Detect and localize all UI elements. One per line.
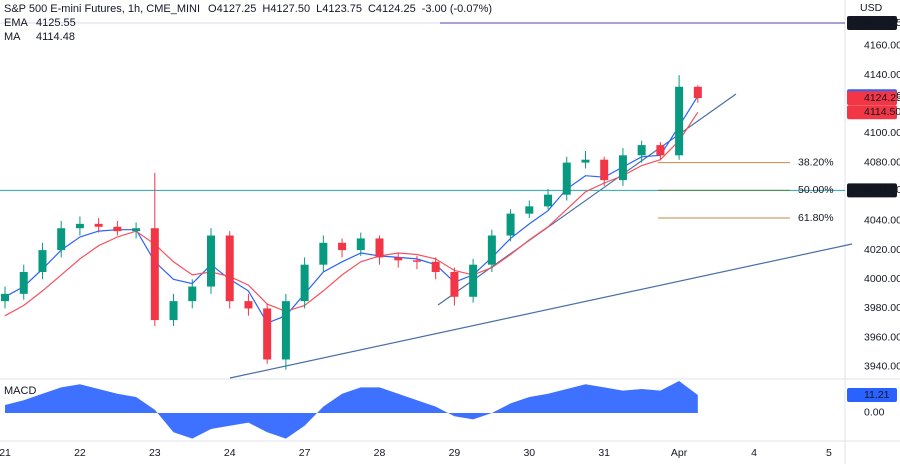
- axis-badge-label: 4175.75: [864, 17, 900, 29]
- candle-body: [394, 257, 403, 261]
- x-tick-label: 30: [523, 447, 535, 459]
- macd-area: [5, 381, 698, 439]
- candle-body: [113, 226, 122, 232]
- y-tick-label: 3960.00: [864, 331, 900, 343]
- y-tick-label: 4080.00: [864, 156, 900, 168]
- candle-body: [263, 308, 272, 360]
- ohlc-value: H4127.50: [262, 3, 310, 15]
- y-tick-label: 4160.00: [864, 40, 900, 52]
- axis-badge: [847, 183, 897, 198]
- y-tick-label: 4040.00: [864, 215, 900, 227]
- axis-badge: [847, 105, 897, 120]
- candle-body: [581, 159, 590, 163]
- candle-body: [431, 261, 440, 272]
- candle-body: [506, 213, 515, 236]
- candle-body: [150, 228, 159, 321]
- candle-body: [300, 264, 309, 302]
- candle-body: [637, 145, 646, 156]
- candle-body: [338, 242, 347, 251]
- candle-body: [562, 162, 571, 195]
- indicator-line: [4, 95, 699, 324]
- axis-unit: USD: [860, 2, 883, 14]
- fib-label: 50.00%: [798, 184, 834, 196]
- candle-body: [188, 286, 197, 302]
- candle-body: [487, 235, 496, 265]
- candle-body: [600, 159, 609, 181]
- y-tick-label: 4000.00: [864, 273, 900, 285]
- y-tick-label: 0.00: [864, 407, 885, 419]
- x-tick-label: 29: [449, 447, 461, 459]
- legend-value: 4114.48: [36, 31, 75, 43]
- axis-badge: [847, 91, 897, 106]
- candle-body: [693, 86, 702, 99]
- axis-badge-label: 4061.00: [864, 184, 900, 196]
- axis-badge-label: 4124.25: [864, 92, 900, 104]
- candle-body: [525, 206, 534, 214]
- fib-label: 38.20%: [798, 156, 834, 168]
- candle-body: [281, 301, 290, 360]
- candle-body: [450, 271, 459, 297]
- trend-line[interactable]: [229, 243, 853, 379]
- ohlc-value: C4124.25: [368, 3, 416, 15]
- candle-body: [19, 271, 28, 294]
- candle-body: [319, 242, 328, 265]
- candle-body: [412, 260, 421, 262]
- candle-body: [244, 301, 253, 309]
- candle-body: [132, 228, 141, 232]
- x-tick-label: 21: [0, 447, 11, 459]
- x-tick-label: Apr: [671, 447, 688, 459]
- x-tick-label: 31: [598, 447, 610, 459]
- axis-badge: [847, 388, 897, 403]
- candle-body: [225, 235, 234, 302]
- candle-body: [469, 264, 478, 297]
- pane-title: MACD: [4, 385, 36, 397]
- candle-body: [618, 155, 627, 181]
- candle-body: [169, 301, 178, 321]
- candle-body: [544, 194, 553, 207]
- y-tick-label: 3980.00: [864, 302, 900, 314]
- candle-body: [375, 238, 384, 258]
- candle-body: [656, 145, 665, 156]
- price-change: -3.00 (-0.07%): [422, 3, 492, 15]
- y-tick-label: 4100.00: [864, 127, 900, 139]
- candle-body: [206, 235, 215, 287]
- candle-body: [675, 86, 684, 156]
- ohlc-value: L4123.75: [316, 3, 362, 15]
- fib-label: 61.80%: [798, 212, 834, 224]
- x-tick-label: 4: [751, 447, 757, 459]
- x-tick-label: 5: [826, 447, 832, 459]
- candle-body: [57, 228, 66, 251]
- candle-body: [94, 223, 103, 227]
- axis-badge-label: 4114.50: [864, 106, 900, 118]
- x-tick-label: 27: [299, 447, 311, 459]
- chart-title: S&P 500 E-mini Futures, 1h, CME_MINI: [4, 3, 200, 15]
- y-tick-label: 4140.00: [864, 69, 900, 81]
- candle-body: [75, 223, 84, 229]
- y-tick-label: 3940.00: [864, 361, 900, 373]
- candle-body: [356, 238, 365, 251]
- trend-line[interactable]: [437, 93, 737, 306]
- legend-name: EMA: [4, 17, 29, 29]
- ohlc-value: O4127.25: [208, 3, 256, 15]
- indicator-line: [4, 111, 699, 317]
- axis-badge-label: 11.21: [864, 389, 890, 401]
- y-tick-label: 4020.00: [864, 244, 900, 256]
- legend-name: MA: [4, 31, 21, 43]
- x-tick-label: 24: [224, 447, 236, 459]
- candle-body: [38, 250, 47, 272]
- header-bg: [0, 0, 440, 44]
- x-tick-label: 28: [374, 447, 386, 459]
- candle-body: [1, 293, 10, 302]
- x-tick-label: 22: [74, 447, 86, 459]
- legend-value: 4125.55: [36, 17, 76, 29]
- axis-badge: [847, 15, 897, 30]
- x-tick-label: 23: [149, 447, 161, 459]
